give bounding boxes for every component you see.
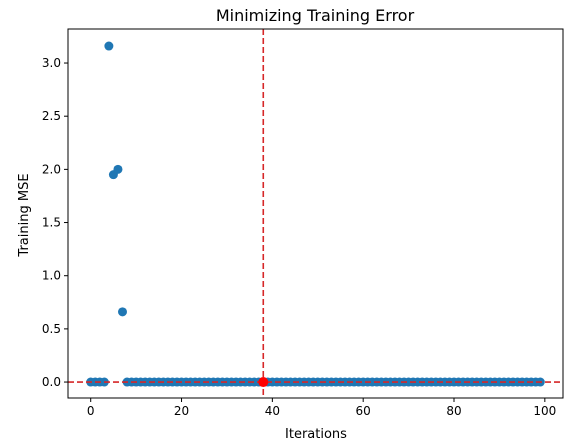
y-axis-label: Training MSE: [17, 173, 32, 257]
x-axis: 0 20 40 60 80 100: [87, 398, 556, 418]
x-tick-label: 100: [533, 404, 556, 418]
x-tick-label: 80: [446, 404, 461, 418]
y-tick-label: 1.0: [42, 269, 61, 283]
y-tick-label: 2.0: [42, 162, 61, 176]
x-tick-label: 40: [265, 404, 280, 418]
optimal-point-marker: [258, 377, 269, 388]
y-tick-label: 1.5: [42, 216, 61, 230]
plot-area: [68, 29, 563, 398]
y-tick-label: 0.0: [42, 375, 61, 389]
y-axis: 0.0 0.5 1.0 1.5 2.0 2.5 3.0: [42, 56, 68, 389]
y-tick-label: 0.5: [42, 322, 61, 336]
data-point: [117, 307, 127, 317]
y-tick-label: 2.5: [42, 109, 61, 123]
chart-title: Minimizing Training Error: [216, 6, 415, 25]
x-tick-label: 0: [87, 404, 95, 418]
data-point: [113, 164, 123, 174]
x-tick-label: 60: [356, 404, 371, 418]
x-tick-label: 20: [174, 404, 189, 418]
y-tick-label: 3.0: [42, 56, 61, 70]
plot-frame: [67, 28, 564, 399]
data-point: [104, 41, 114, 51]
x-axis-label: Iterations: [285, 427, 347, 442]
